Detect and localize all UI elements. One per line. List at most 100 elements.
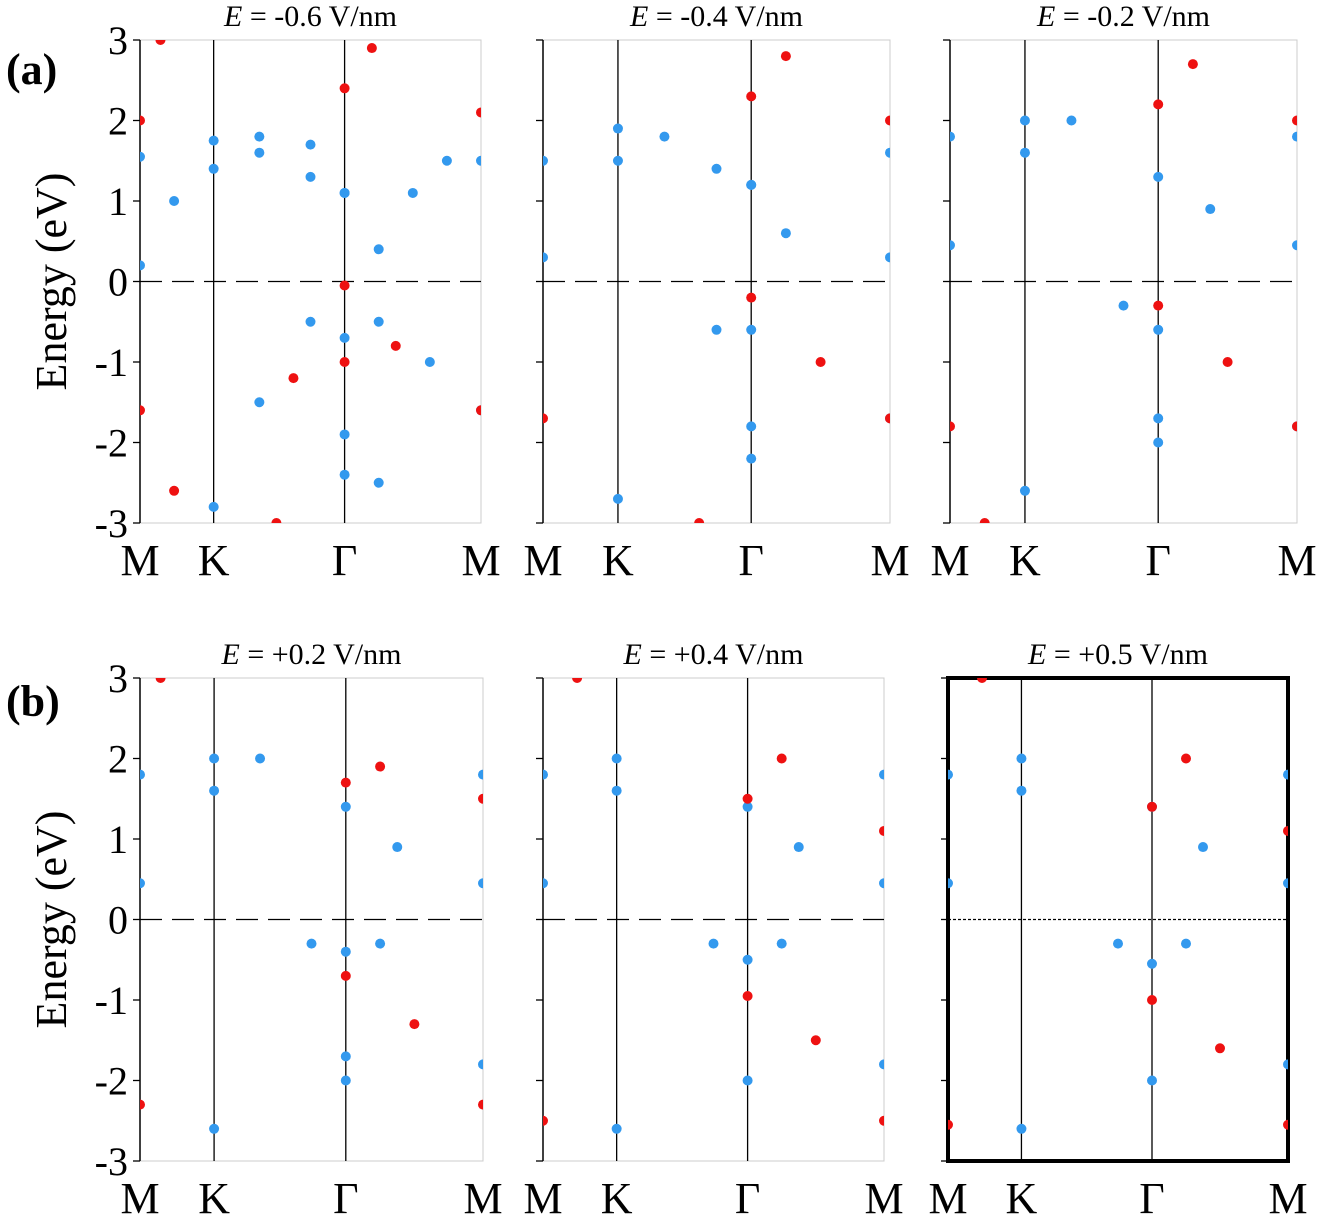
y-tick-label: 0 <box>108 260 128 305</box>
blue-band-point <box>780 228 791 239</box>
data-points <box>948 678 1288 1134</box>
y-tick-label: -1 <box>95 340 128 385</box>
y-tick-label: 2 <box>108 99 128 144</box>
blue-band-point <box>254 147 265 158</box>
red-band-point <box>140 405 145 416</box>
red-band-point <box>746 91 757 102</box>
red-band-point <box>155 678 166 683</box>
blue-band-point <box>1066 115 1077 126</box>
blue-band-point <box>1019 147 1030 158</box>
panel-a2: M K Γ ME = -0.4 V/nm <box>523 0 909 585</box>
blue-band-point <box>1113 938 1123 949</box>
data-points <box>543 678 884 1134</box>
panel-title: E = +0.4 V/nm <box>623 638 804 671</box>
x-tick-label: K <box>1009 536 1041 585</box>
panel-title: E = -0.6 V/nm <box>223 0 397 33</box>
red-band-point <box>885 413 890 424</box>
blue-band-point <box>305 139 316 150</box>
blue-band-point <box>140 769 145 780</box>
red-band-point <box>950 421 955 432</box>
blue-band-point <box>339 187 350 198</box>
y-tick-label: 2 <box>108 737 128 782</box>
blue-band-point <box>611 753 622 764</box>
blue-band-point <box>611 1123 622 1134</box>
blue-band-point <box>254 397 265 408</box>
blue-band-point <box>339 429 350 440</box>
blue-band-point <box>742 801 753 812</box>
blue-band-point <box>948 769 953 780</box>
blue-band-point <box>1016 753 1027 764</box>
red-band-point <box>1147 801 1157 812</box>
y-tick-label: -3 <box>95 501 128 546</box>
blue-band-point <box>612 123 623 134</box>
x-tick-label: M <box>523 536 562 585</box>
blue-band-point <box>950 240 955 251</box>
blue-band-point <box>746 179 757 190</box>
blue-band-point <box>543 878 548 889</box>
x-tick-label: K <box>601 1174 633 1220</box>
x-tick-label: K <box>198 1174 230 1220</box>
red-band-point <box>1283 825 1288 836</box>
x-tick-label: Γ <box>738 536 763 585</box>
red-band-point <box>1153 300 1164 311</box>
red-band-point <box>271 518 282 523</box>
x-tick-label: M <box>120 1174 159 1220</box>
blue-band-point <box>611 785 622 796</box>
x-tick-label: K <box>1006 1174 1038 1220</box>
red-band-point <box>694 518 705 523</box>
blue-band-point <box>1118 300 1129 311</box>
y-tick-label: 1 <box>108 817 128 862</box>
x-tick-label: M <box>523 1174 562 1220</box>
blue-band-point <box>140 878 145 889</box>
blue-band-point <box>1292 240 1297 251</box>
red-band-point <box>1215 1043 1225 1054</box>
blue-band-point <box>543 155 548 166</box>
blue-band-point <box>441 155 452 166</box>
blue-band-point <box>879 1059 884 1070</box>
panel-title: E = +0.5 V/nm <box>1027 638 1208 671</box>
blue-band-point <box>746 421 757 432</box>
y-tick-label: 0 <box>108 898 128 943</box>
blue-band-point <box>373 316 384 327</box>
x-tick-label: M <box>928 1174 967 1220</box>
blue-band-point <box>305 316 316 327</box>
red-band-point <box>543 413 548 424</box>
blue-band-point <box>373 244 384 255</box>
red-band-point <box>340 970 351 981</box>
blue-band-point <box>1147 1075 1157 1086</box>
y-tick-label: 3 <box>108 656 128 701</box>
x-tick-label: M <box>120 536 159 585</box>
blue-band-point <box>478 769 483 780</box>
blue-band-point <box>885 252 890 263</box>
blue-band-point <box>793 842 804 853</box>
red-band-point <box>375 761 386 772</box>
panel-a3: M K Γ ME = -0.2 V/nm <box>930 0 1316 585</box>
red-band-point <box>288 373 299 384</box>
blue-band-point <box>478 878 483 889</box>
y-tick-label: -2 <box>95 421 128 466</box>
blue-band-point <box>340 801 351 812</box>
blue-band-point <box>879 878 884 889</box>
blue-band-point <box>424 357 435 367</box>
red-band-point <box>1187 59 1198 70</box>
blue-band-point <box>1283 1059 1288 1070</box>
red-band-point <box>478 1099 483 1110</box>
red-band-point <box>780 51 791 62</box>
y-tick-label: 3 <box>108 18 128 63</box>
red-band-point <box>810 1035 821 1046</box>
panel-title: E = -0.2 V/nm <box>1036 0 1210 33</box>
blue-band-point <box>339 469 350 480</box>
y-tick-label: -2 <box>95 1059 128 1104</box>
blue-band-point <box>208 135 219 146</box>
blue-band-point <box>478 1059 483 1070</box>
row-label-a: (a) <box>6 45 57 94</box>
x-tick-label: Γ <box>1139 1174 1164 1220</box>
blue-band-point <box>476 155 481 166</box>
blue-band-point <box>340 1051 351 1062</box>
y-axis-label: Energy (eV) <box>27 811 76 1029</box>
blue-band-point <box>209 753 220 764</box>
x-tick-label: M <box>1277 536 1316 585</box>
red-band-point <box>879 825 884 836</box>
